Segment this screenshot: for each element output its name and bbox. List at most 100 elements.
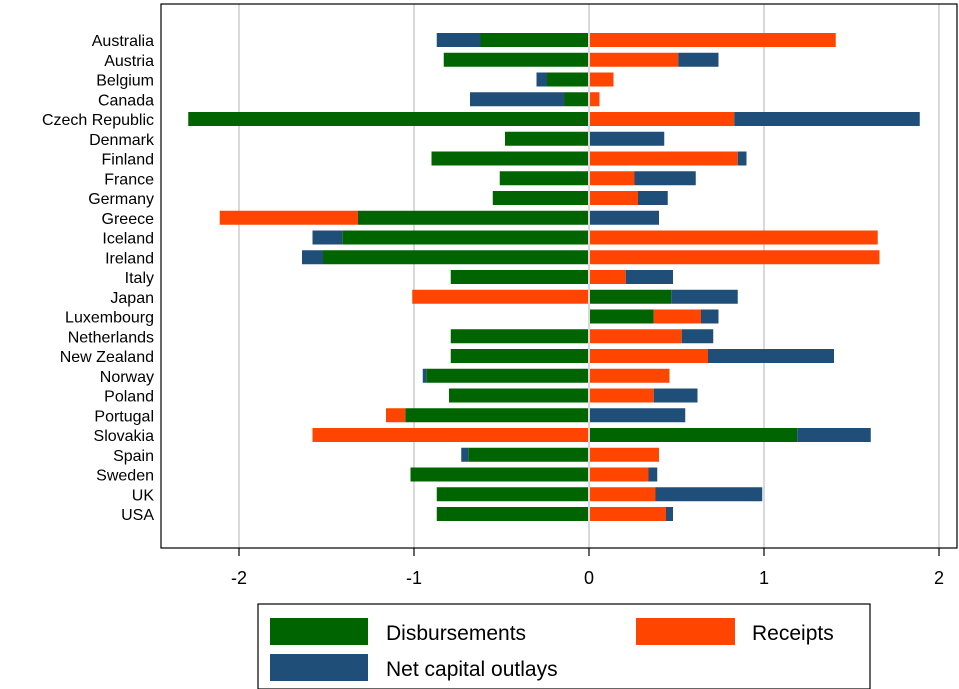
bar-net-capital-outlays — [681, 329, 714, 344]
x-tick-label: -2 — [231, 568, 247, 588]
bar-net-capital-outlays — [671, 289, 738, 304]
bar-receipts — [589, 368, 670, 383]
category-label: Australia — [92, 33, 154, 50]
bar-net-capital-outlays — [536, 72, 547, 87]
category-label: France — [104, 171, 154, 188]
bar-disbursements — [443, 52, 589, 67]
bar-receipts — [589, 112, 735, 126]
bar-net-capital-outlays — [678, 52, 719, 67]
bar-disbursements — [589, 428, 798, 442]
bar-net-capital-outlays — [422, 368, 427, 383]
x-tick-label: 0 — [584, 568, 594, 588]
bar-receipts — [589, 270, 626, 284]
category-label: Greece — [102, 211, 155, 228]
bar-receipts — [589, 230, 878, 245]
bar-net-capital-outlays — [302, 250, 323, 265]
category-label: Slovakia — [94, 428, 155, 445]
bar-receipts — [589, 191, 638, 205]
bar-net-capital-outlays — [461, 447, 469, 462]
bar-receipts — [312, 428, 589, 442]
bar-receipts — [589, 151, 738, 166]
x-tick-label: 1 — [759, 568, 769, 588]
category-label: Japan — [110, 290, 154, 307]
bar-net-capital-outlays — [638, 191, 668, 205]
bar-receipts — [589, 507, 666, 521]
category-label: UK — [132, 487, 155, 504]
category-label: Iceland — [102, 231, 154, 248]
x-axis: -2 -1 0 1 2 — [231, 548, 944, 588]
bar-disbursements — [468, 447, 589, 462]
bar-disbursements — [426, 368, 589, 383]
bar-net-capital-outlays — [634, 171, 696, 186]
bar-net-capital-outlays — [589, 210, 659, 225]
bar-receipts — [589, 487, 656, 502]
bar-disbursements — [450, 270, 589, 284]
bar-net-capital-outlays — [312, 230, 343, 245]
bar-receipts — [589, 171, 635, 186]
legend-label-disbursements: Disbursements — [386, 622, 526, 645]
bar-receipts — [412, 289, 589, 304]
category-label: Italy — [125, 270, 154, 287]
bar-disbursements — [505, 131, 589, 146]
legend-swatch-net-capital-outlays — [270, 654, 368, 681]
bar-disbursements — [188, 112, 589, 126]
bar-receipts — [589, 388, 654, 403]
category-label: Canada — [98, 92, 154, 109]
bar-disbursements — [589, 289, 672, 304]
category-label: Czech Republic — [42, 112, 154, 129]
category-label: Luxembourg — [65, 310, 154, 327]
bar-disbursements — [564, 92, 589, 107]
category-label: Ireland — [105, 250, 154, 267]
bar-disbursements — [589, 309, 654, 324]
category-label: Belgium — [96, 73, 154, 90]
bar-disbursements — [342, 230, 589, 245]
bar-net-capital-outlays — [737, 151, 747, 166]
bar-receipts — [589, 250, 880, 265]
bar-disbursements — [431, 151, 589, 166]
bar-receipts — [219, 210, 358, 225]
bar-net-capital-outlays — [655, 487, 763, 502]
bar-net-capital-outlays — [701, 309, 719, 324]
category-label: Poland — [104, 389, 154, 406]
bar-receipts — [589, 447, 659, 462]
category-label: Finland — [102, 152, 154, 169]
bar-net-capital-outlays — [653, 388, 698, 403]
bar-net-capital-outlays — [589, 131, 665, 146]
category-label: New Zealand — [60, 349, 154, 366]
bar-net-capital-outlays — [708, 349, 834, 363]
legend-label-net-capital-outlays: Net capital outlays — [386, 658, 558, 681]
legend: Disbursements Receipts Net capital outla… — [257, 603, 871, 689]
bar-disbursements — [449, 388, 589, 403]
plot-frame — [160, 3, 958, 549]
gridlines — [238, 4, 940, 548]
x-tick-label: -1 — [406, 568, 422, 588]
bar-receipts — [653, 309, 701, 324]
x-tick-label: 2 — [934, 568, 944, 588]
bar-net-capital-outlays — [734, 112, 920, 126]
bar-net-capital-outlays — [436, 33, 481, 47]
bar-disbursements — [358, 210, 589, 225]
category-label: Norway — [100, 369, 154, 386]
category-label: Netherlands — [68, 329, 154, 346]
category-label: Portugal — [94, 408, 154, 425]
bar-disbursements — [450, 349, 589, 363]
bar-net-capital-outlays — [625, 270, 673, 284]
bar-net-capital-outlays — [666, 507, 673, 521]
bar-disbursements — [323, 250, 589, 265]
bar-receipts — [589, 329, 682, 344]
category-label: USA — [121, 507, 154, 524]
category-label: Austria — [104, 53, 154, 70]
bar-disbursements — [492, 191, 589, 205]
bar-net-capital-outlays — [648, 467, 658, 482]
bar-disbursements — [436, 507, 589, 521]
bars — [188, 33, 920, 521]
category-label: Denmark — [89, 132, 155, 149]
bar-net-capital-outlays — [797, 428, 871, 442]
bar-disbursements — [450, 329, 589, 344]
legend-label-receipts: Receipts — [752, 622, 834, 645]
legend-swatch-disbursements — [270, 618, 368, 645]
bar-receipts — [589, 52, 679, 67]
category-labels: Australia Austria Belgium Canada Czech Repub… — [42, 33, 155, 524]
bar-disbursements — [480, 33, 589, 47]
